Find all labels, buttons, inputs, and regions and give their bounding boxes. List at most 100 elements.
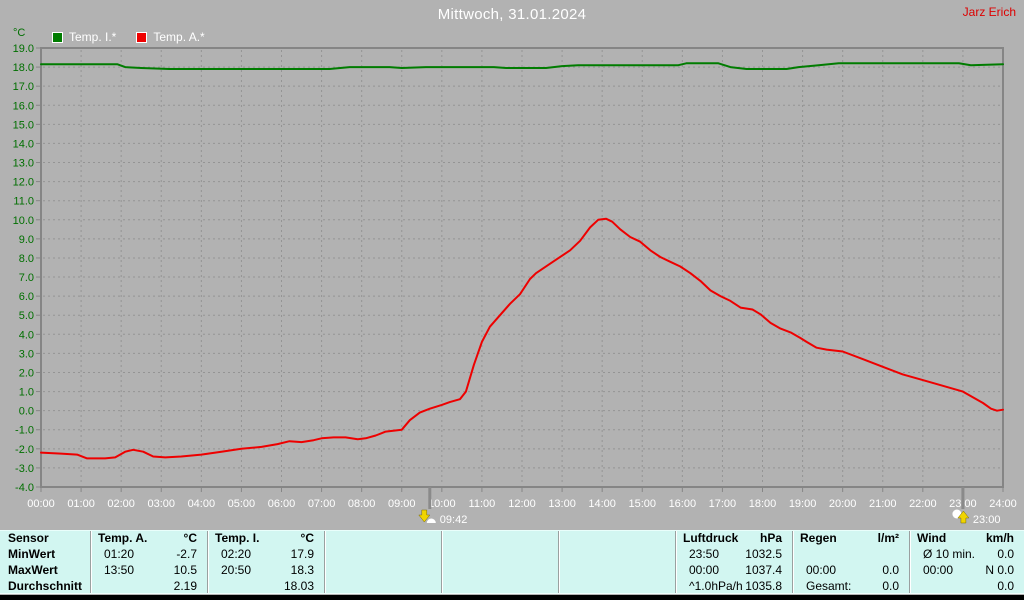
y-tick-label: 13.0 — [13, 158, 34, 170]
cell-time: 13:50 — [104, 563, 135, 577]
y-tick-label: 15.0 — [13, 119, 34, 131]
table-row — [325, 547, 441, 563]
y-tick-label: 14.0 — [13, 138, 34, 150]
table-row — [559, 579, 675, 595]
table-row: Ø 10 min. 0.0 — [910, 547, 1024, 563]
x-tick-label: 17:00 — [709, 498, 737, 510]
cell-time: 23:50 — [689, 547, 720, 561]
x-tick-label: 11:00 — [469, 498, 496, 510]
y-tick-label: 18.0 — [13, 62, 34, 74]
table-row-header-column: Sensor MinWert MaxWert Durchschnitt — [0, 531, 90, 593]
table-row: 01:20 -2.7 — [91, 547, 207, 563]
x-tick-label: 16:00 — [669, 498, 697, 510]
x-tick-label: 01:00 — [67, 498, 95, 510]
cell-time: 20:50 — [221, 563, 252, 577]
cell-time: Gesamt: — [806, 579, 852, 593]
sensor-unit: km/h — [985, 531, 1014, 545]
table-row — [325, 579, 441, 595]
y-tick-label: 12.0 — [13, 177, 34, 189]
cell-value: -2.7 — [176, 547, 197, 561]
y-tick-label: 5.0 — [19, 310, 34, 322]
column-header: Temp. I. °C — [208, 531, 324, 547]
table-row — [559, 547, 675, 563]
y-tick-label: 6.0 — [19, 291, 34, 303]
y-tick-label: 7.0 — [19, 272, 34, 284]
row-label: Sensor — [8, 531, 49, 545]
sensor-column-luftdruck: Luftdruck hPa 23:50 1032.5 00:00 1037.4 ^1.0hP… — [675, 531, 792, 593]
x-tick-label: 13:00 — [548, 498, 576, 510]
x-tick-label: 10:00 — [428, 498, 456, 510]
y-axis-unit-label: °C — [13, 27, 26, 39]
table-row: 2.19 — [91, 579, 207, 595]
sensor-name: Regen — [800, 531, 837, 545]
table-row — [793, 547, 909, 563]
table-row — [325, 563, 441, 579]
column-header: Wind km/h — [910, 531, 1024, 547]
x-tick-label: 14:00 — [588, 498, 616, 510]
x-tick-label: 24:00 — [989, 498, 1017, 510]
cell-time: 00:00 — [923, 563, 954, 577]
sensor-column-tempi: Temp. I. °C 02:20 17.9 20:50 18.3 18.03 — [207, 531, 324, 593]
cell-value: 1032.5 — [745, 547, 782, 561]
bottom-black-bar — [0, 595, 1024, 600]
cell-time: ^1.0hPa/h — [689, 579, 743, 593]
row-label: Durchschnitt — [8, 579, 83, 593]
y-tick-label: 11.0 — [13, 196, 34, 208]
column-header — [442, 531, 558, 547]
sensor-column-empty — [441, 531, 558, 593]
y-tick-label: 2.0 — [19, 367, 34, 379]
sensor-name: Temp. I. — [215, 531, 260, 545]
y-tick-label: -4.0 — [15, 482, 34, 494]
sun-up-arrow-icon — [957, 510, 970, 524]
cell-value: 18.03 — [283, 579, 314, 593]
red-legend-swatch-icon — [136, 31, 148, 43]
temperature-line-chart: 19.0 18.0 17.0 16.0 15.0 14.0 13.0 12.0 11.0 10.0… — [13, 43, 1017, 526]
table-row: 18.03 — [208, 579, 324, 595]
y-tick-label: 17.0 — [13, 81, 34, 93]
column-header — [325, 531, 441, 547]
cell-value: 1035.8 — [745, 579, 782, 593]
table-row: 02:20 17.9 — [208, 547, 324, 563]
table-row — [559, 563, 675, 579]
cell-value: 2.19 — [173, 579, 197, 593]
legend-label: Temp. I.* — [69, 30, 117, 44]
cell-value: 1037.4 — [745, 563, 782, 577]
table-row: Gesamt: 0.0 — [793, 579, 909, 595]
series-line-tempa — [40, 217, 1004, 460]
sensor-unit: °C — [300, 531, 314, 545]
y-tick-label: -3.0 — [15, 463, 34, 475]
y-tick-label: 8.0 — [19, 253, 34, 265]
sensor-column-tempa: Temp. A. °C 01:20 -2.7 13:50 10.5 2.19 — [90, 531, 207, 593]
page-title: Mittwoch, 31.01.2024 — [437, 6, 587, 23]
marker-time-label: 09:42 — [440, 514, 468, 526]
row-label: MaxWert — [8, 563, 58, 577]
x-tick-label: 20:00 — [829, 498, 857, 510]
cell-value: 0.0 — [882, 563, 899, 577]
x-tick-label: 22:00 — [909, 498, 937, 510]
table-row: 00:00 0.0 — [793, 563, 909, 579]
table-row: ^1.0hPa/h 1035.8 — [676, 579, 792, 595]
table-row — [442, 547, 558, 563]
table-row: 00:00 1037.4 — [676, 563, 792, 579]
cell-value: N 0.0 — [985, 563, 1014, 577]
plot-area[interactable] — [41, 48, 1003, 487]
sensor-unit: hPa — [759, 531, 782, 545]
x-tick-label: 09:00 — [388, 498, 416, 510]
sensor-name: Wind — [917, 531, 947, 545]
cell-value: 0.0 — [882, 579, 899, 593]
statistics-table: Sensor MinWert MaxWert Durchschnitt Temp. A.… — [0, 530, 1024, 594]
sensor-name: Temp. A. — [98, 531, 148, 545]
cell-value: 0.0 — [997, 547, 1014, 561]
sensor-unit: l/m² — [877, 531, 899, 545]
column-header: Temp. A. °C — [91, 531, 207, 547]
x-tick-label: 21:00 — [869, 498, 897, 510]
plot-frame — [40, 47, 1004, 488]
owner-name: Jarz Erich — [962, 5, 1016, 19]
sensor-column-empty — [324, 531, 441, 593]
cell-time: 02:20 — [221, 547, 252, 561]
cell-time: 00:00 — [689, 563, 720, 577]
table-row: 00:00 N 0.0 — [910, 563, 1024, 579]
x-tick-label: 18:00 — [749, 498, 777, 510]
table-row: 23:50 1032.5 — [676, 547, 792, 563]
